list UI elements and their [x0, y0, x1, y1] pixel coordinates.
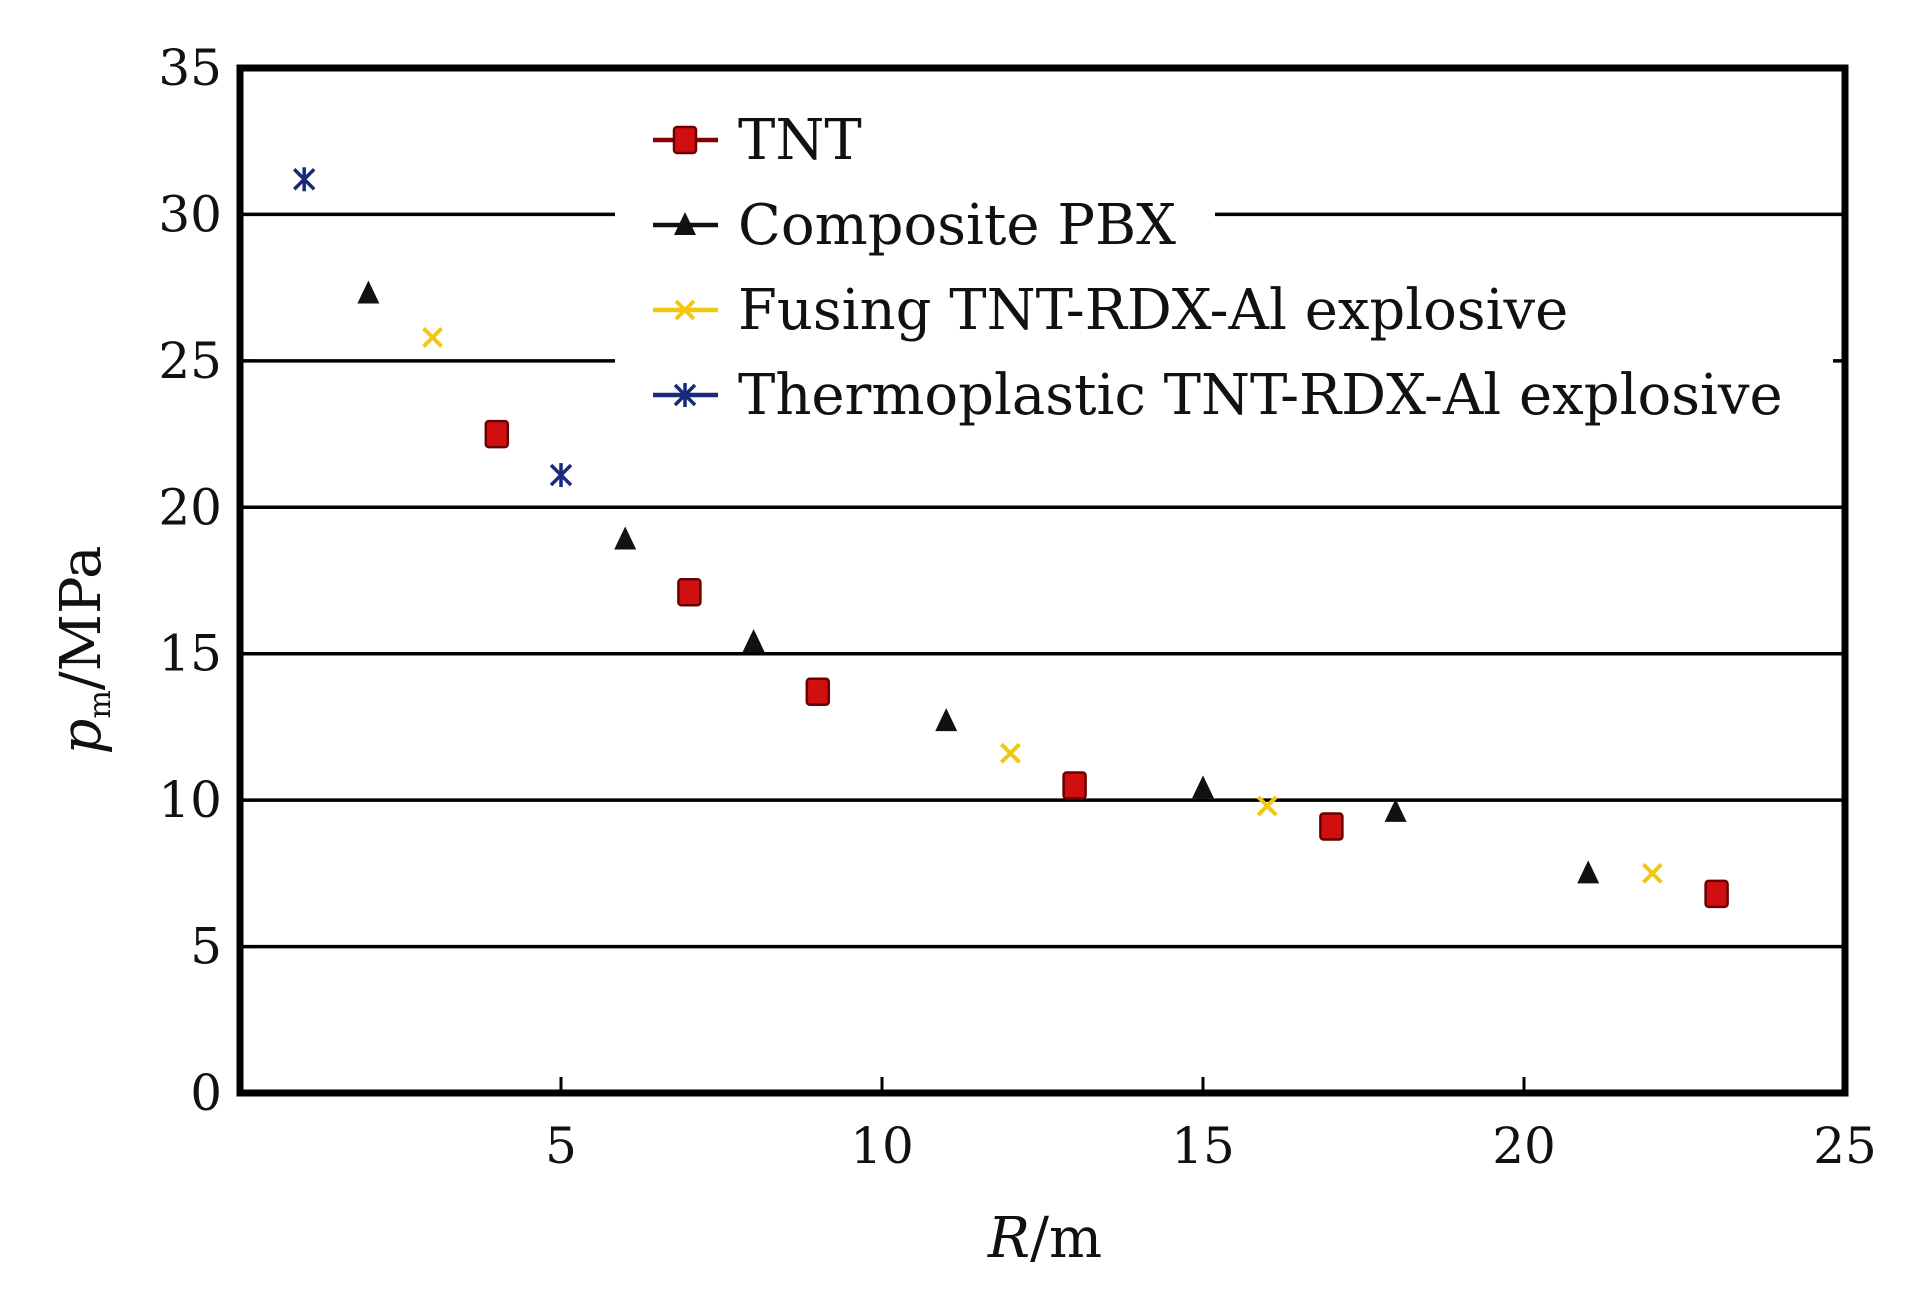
x-tick-label-25: 25 [1813, 1117, 1877, 1175]
legend-label-0: TNT [738, 108, 862, 173]
axis-ticks [240, 212, 1847, 1093]
y-tick-label-15: 15 [158, 625, 222, 683]
legend-marker-1 [674, 212, 696, 235]
y-tick-label-0: 0 [190, 1064, 222, 1122]
point-0-2 [805, 677, 831, 707]
x-axis-symbol: R [987, 1206, 1030, 1271]
point-1-1 [614, 526, 637, 550]
y-axis-subscript: m [83, 690, 118, 718]
legend-background-right [1215, 245, 1833, 455]
y-tick-label-30: 30 [158, 185, 222, 243]
point-2-3 [1641, 862, 1663, 884]
legend-label-2: Fusing TNT-RDX-Al explosive [738, 278, 1568, 343]
point-1-6 [1577, 860, 1600, 884]
point-2-1 [999, 742, 1021, 764]
data-points [292, 167, 1729, 909]
x-tick-label-5: 5 [545, 1117, 577, 1175]
legend-label-3: Thermoplastic TNT-RDX-Al explosive [738, 363, 1783, 428]
y-axis-label: pm/MPa [49, 545, 118, 754]
x-tick-label-20: 20 [1492, 1117, 1556, 1175]
point-0-5 [1704, 879, 1729, 909]
point-1-3 [935, 708, 958, 732]
x-tick-label-15: 15 [1171, 1117, 1235, 1175]
y-tick-label-35: 35 [158, 39, 222, 97]
y-tick-label-10: 10 [158, 771, 222, 829]
y-tick-label-20: 20 [158, 478, 222, 536]
point-0-3 [1062, 771, 1087, 800]
y-axis-symbol: p [49, 719, 114, 755]
point-3-0 [292, 167, 316, 192]
legend: TNT Composite PBX Fusing TNT-RDX-Al explos… [615, 95, 1833, 455]
plot-frame [236, 64, 1849, 1097]
y-tick-label-5: 5 [190, 918, 222, 976]
point-3-1 [549, 463, 573, 488]
legend-marker-3 [673, 383, 697, 407]
point-0-1 [677, 577, 702, 607]
point-2-2 [1256, 795, 1278, 817]
point-2-0 [422, 327, 444, 348]
point-1-2 [742, 629, 765, 652]
legend-label-1: Composite PBX [738, 193, 1176, 258]
point-1-4 [1192, 775, 1214, 799]
y-tick-label-25: 25 [158, 332, 222, 390]
x-axis-unit: /m [1030, 1206, 1102, 1271]
x-tick-label-10: 10 [850, 1117, 914, 1175]
point-1-0 [357, 280, 380, 304]
legend-marker-0 [672, 125, 698, 155]
point-1-5 [1384, 798, 1407, 822]
legend-marker-2 [674, 299, 696, 321]
x-axis-label: R/m [987, 1206, 1102, 1271]
axis-tick-labels: 0 5 10 15 20 25 30 35 5 10 15 20 25 [158, 39, 1876, 1175]
point-0-4 [1319, 812, 1344, 841]
point-0-0 [484, 419, 510, 449]
y-axis-unit: /MPa [49, 545, 114, 690]
